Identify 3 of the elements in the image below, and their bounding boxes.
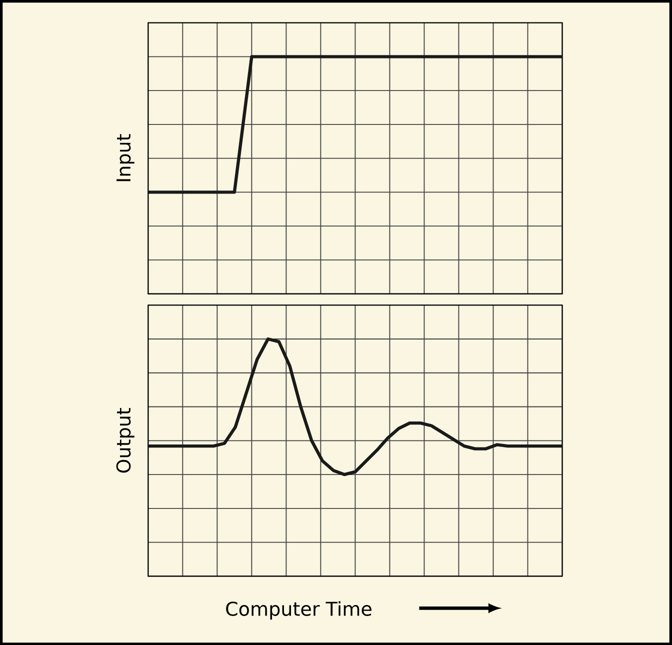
y-axis-title: Output (116, 408, 134, 473)
x-axis-title: Computer Time (226, 601, 372, 620)
y-axis-title: Input (116, 134, 134, 181)
